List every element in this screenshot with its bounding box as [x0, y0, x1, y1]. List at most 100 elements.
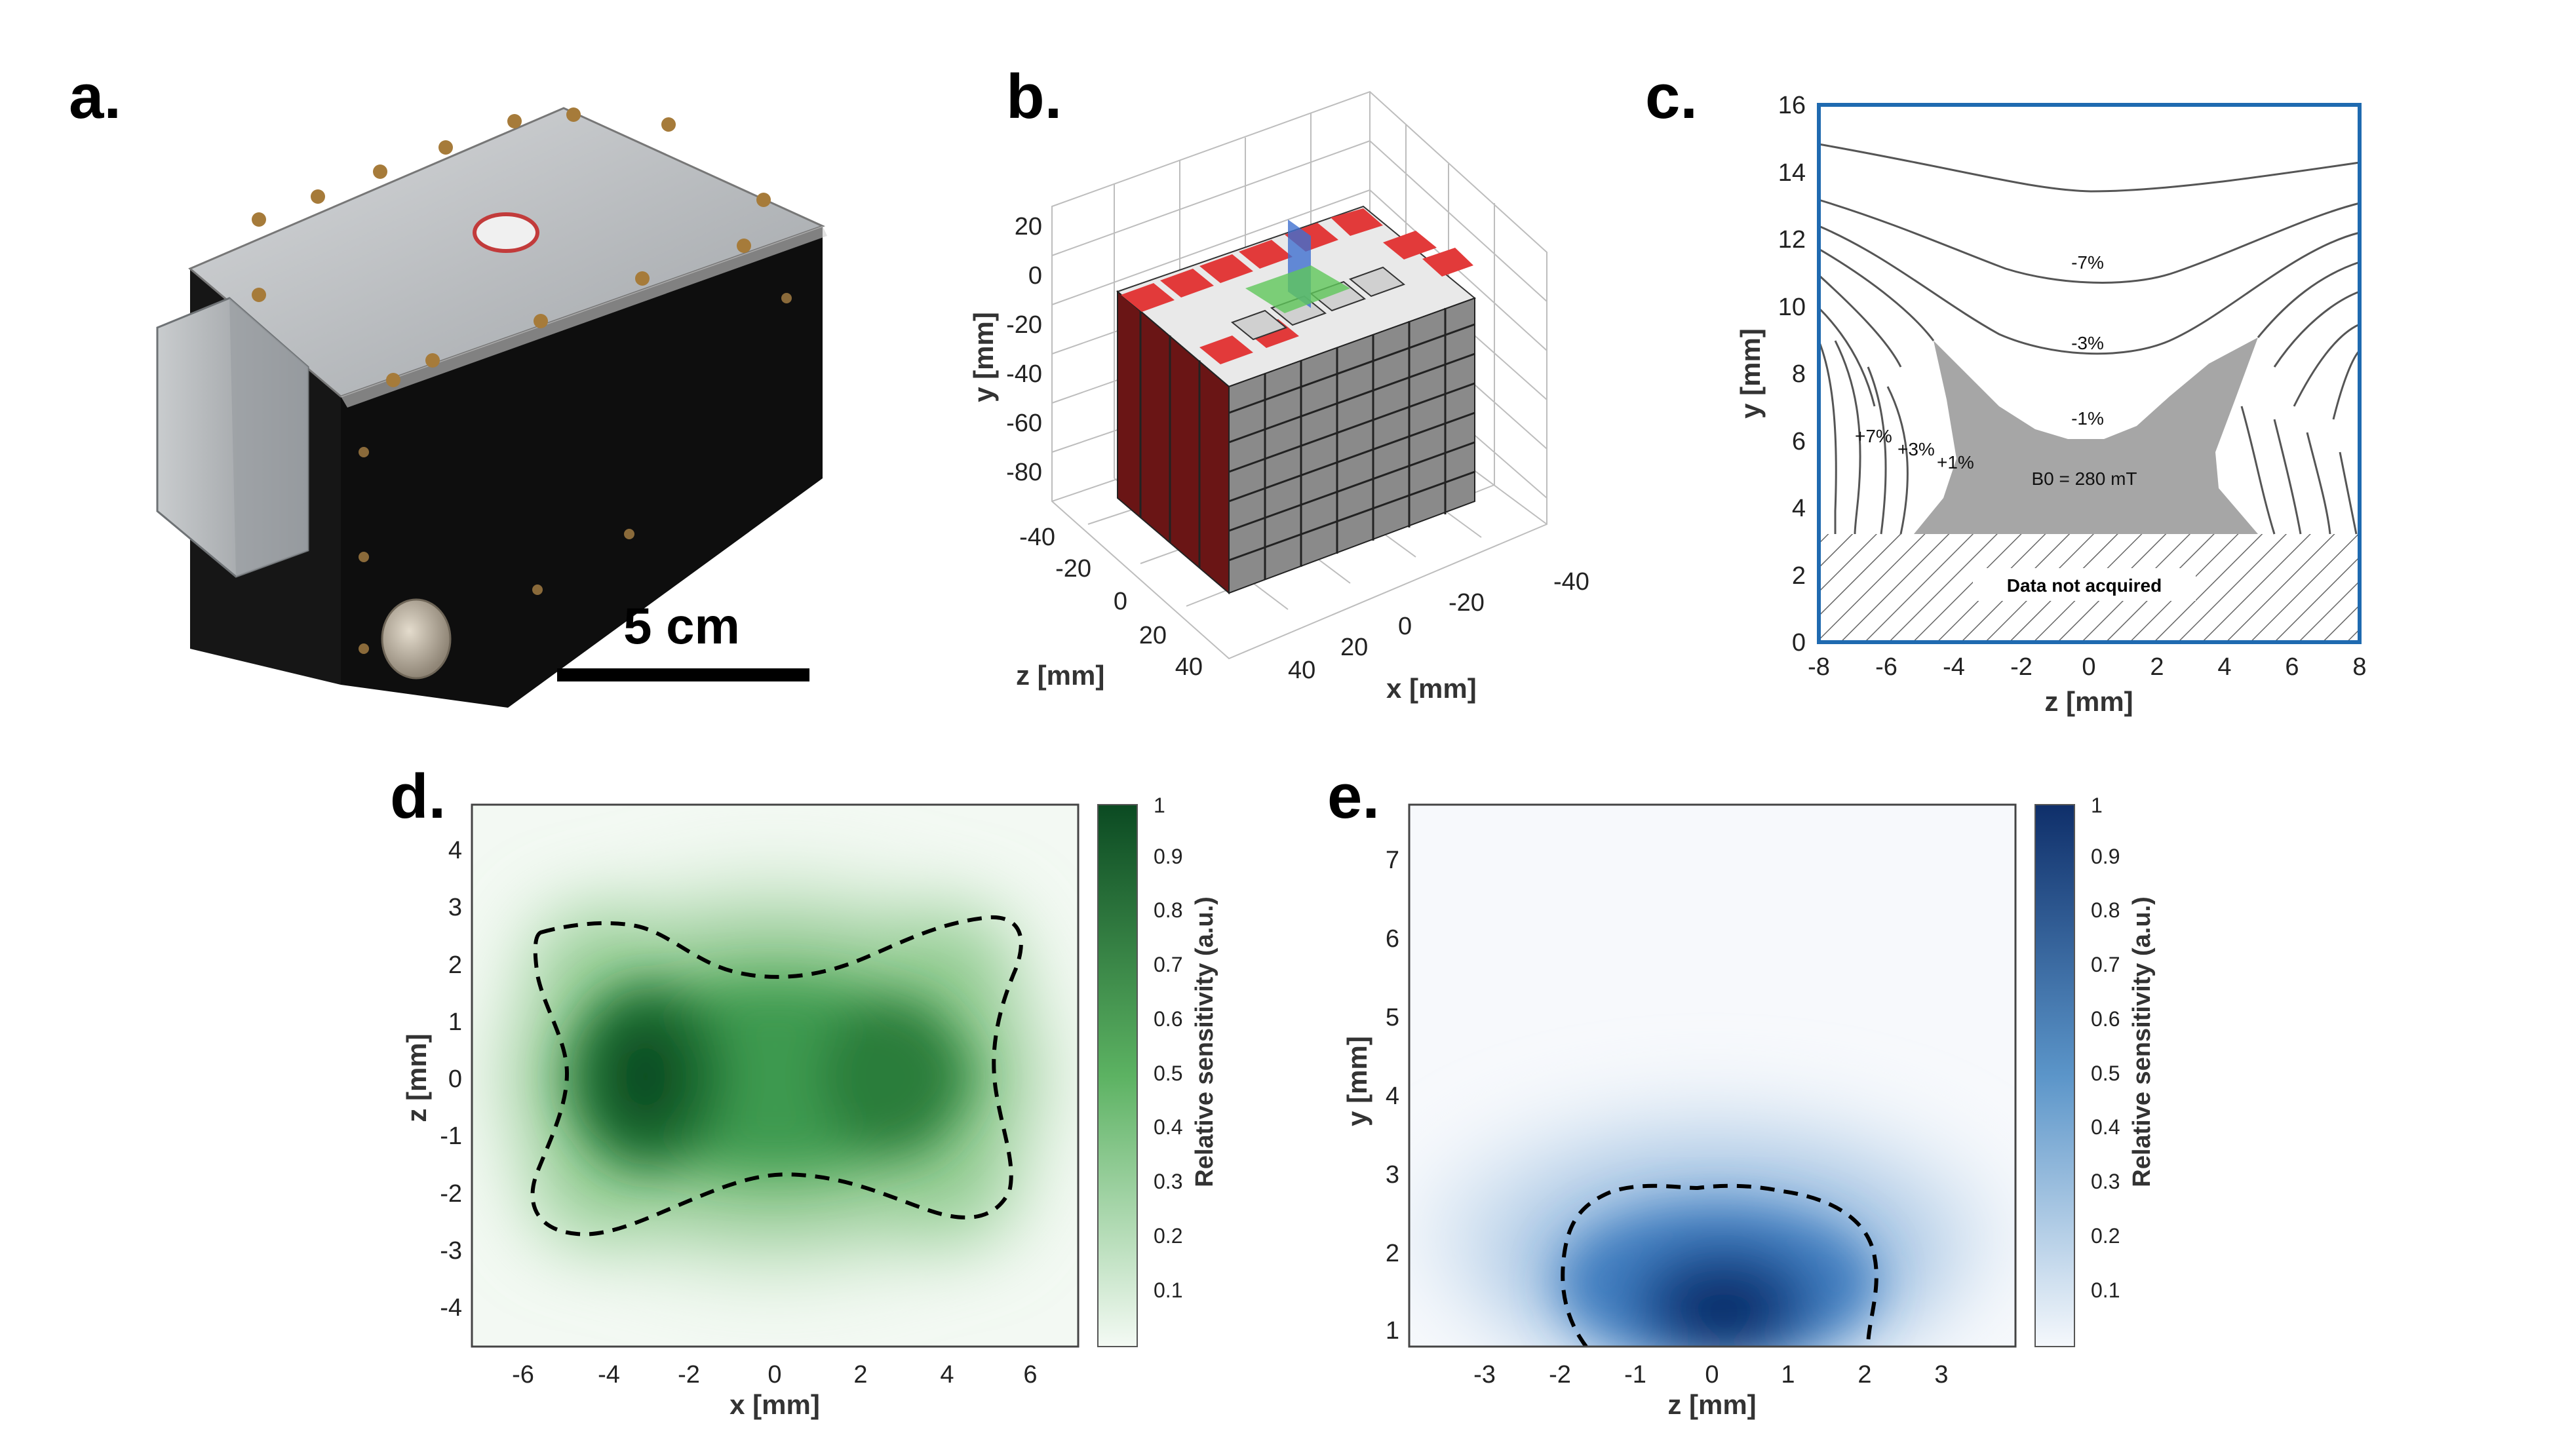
e-y-tick: 6: [1386, 925, 1399, 953]
b-y-tick: -40: [1006, 360, 1042, 388]
d-y-tick: -3: [440, 1237, 462, 1265]
c-y-tick: 6: [1792, 428, 1806, 455]
contour-label: -1%: [2071, 408, 2104, 429]
e-x-tick: 3: [1934, 1361, 1948, 1389]
c-y-tick: 8: [1792, 360, 1806, 388]
d-cbar-tick: 0.6: [1154, 1007, 1182, 1031]
d-cbar-tick: 0.9: [1154, 845, 1182, 868]
d-x-tick: 4: [940, 1361, 954, 1389]
panel-label-c: c.: [1645, 62, 1698, 132]
c-x-tick: 0: [2082, 653, 2095, 681]
homogeneous-region: [1914, 337, 2258, 534]
panel-d-y-ticks: 4 3 2 1 0 -1 -2 -3 -4: [440, 837, 462, 1322]
e-x-tick: 0: [1705, 1361, 1719, 1389]
scale-bar-label: 5 cm: [623, 597, 740, 655]
scale-bar: [557, 668, 809, 681]
panel-d: d. -6 -4 -2 0: [390, 761, 1218, 1420]
d-y-tick: 0: [448, 1065, 462, 1093]
contour-label: +3%: [1897, 439, 1935, 459]
d-x-label: x [mm]: [730, 1389, 820, 1420]
e-colorbar: [2034, 804, 2075, 1347]
e-y-tick: 2: [1386, 1240, 1399, 1267]
d-colorbar: [1097, 804, 1138, 1347]
e-cbar-tick: 0.4: [2091, 1115, 2120, 1139]
panel-b: b.: [968, 62, 1589, 704]
c-y-tick: 10: [1778, 294, 1806, 321]
e-y-tick: 3: [1386, 1161, 1399, 1189]
e-colorbar-ticks: 1 0.9 0.8 0.7 0.6 0.5 0.4 0.3 0.2 0.1: [2091, 794, 2120, 1302]
e-x-tick: -3: [1473, 1361, 1496, 1389]
c-x-tick: 2: [2150, 653, 2164, 681]
magnet-array: [1116, 205, 1476, 595]
b-z-tick: 40: [1175, 653, 1203, 681]
e-x-tick: -2: [1549, 1361, 1571, 1389]
panel-label-a: a.: [69, 62, 121, 132]
contour-label: +7%: [1855, 426, 1892, 446]
d-y-label: z [mm]: [401, 1033, 432, 1122]
e-x-tick: 1: [1781, 1361, 1795, 1389]
c-x-tick: -6: [1875, 653, 1897, 681]
d-cbar-tick: 0.7: [1154, 953, 1182, 976]
panel-d-x-ticks: -6 -4 -2 0 2 4 6: [512, 1361, 1037, 1389]
panel-e-y-ticks: 7 6 5 4 3 2 1: [1386, 847, 1399, 1345]
b-x-tick: -20: [1449, 589, 1485, 617]
c-x-tick: -8: [1808, 653, 1830, 681]
contour-lines: [1818, 143, 2361, 535]
d-cbar-tick: 0.1: [1154, 1278, 1182, 1302]
d-x-tick: 2: [853, 1361, 867, 1389]
e-frame: [1408, 803, 2017, 1348]
d-x-tick: 6: [1023, 1361, 1037, 1389]
c-x-tick: 4: [2217, 653, 2231, 681]
c-y-tick: 14: [1778, 159, 1806, 187]
panel-b-z-ticks: -40 -20 0 20 40: [1019, 524, 1203, 681]
d-cbar-tick: 0.5: [1154, 1062, 1182, 1085]
contour-label: +1%: [1937, 452, 1974, 472]
d-y-tick: 3: [448, 894, 462, 921]
d-y-tick: -4: [440, 1294, 462, 1322]
e-cbar-tick: 0.3: [2091, 1170, 2120, 1193]
magnet-photo: [156, 107, 827, 708]
e-colorbar-label: Relative sensitivity (a.u.): [2128, 896, 2156, 1187]
d-x-tick: -6: [512, 1361, 534, 1389]
d-x-tick: -2: [678, 1361, 700, 1389]
c-y-tick: 12: [1778, 226, 1806, 254]
d-y-tick: -2: [440, 1180, 462, 1208]
d-y-tick: 4: [448, 837, 462, 864]
d-x-tick: 0: [768, 1361, 781, 1389]
c-y-tick: 16: [1778, 92, 1806, 119]
e-cbar-tick: 0.9: [2091, 845, 2120, 868]
e-cbar-tick: 0.7: [2091, 953, 2120, 976]
b-x-tick: -40: [1553, 568, 1589, 596]
b-y-tick: -80: [1006, 459, 1042, 486]
d-cbar-tick: 0.8: [1154, 898, 1182, 922]
d-cbar-tick: 0.2: [1154, 1224, 1182, 1248]
panel-c-frame: [1817, 103, 2362, 644]
d-colorbar-label: Relative sensitivity (a.u.): [1191, 896, 1218, 1187]
c-x-tick: 6: [2285, 653, 2299, 681]
e-x-tick: -1: [1624, 1361, 1646, 1389]
b-y-tick: -20: [1006, 311, 1042, 339]
panel-a: a.: [69, 62, 827, 708]
c-y-tick: 2: [1792, 562, 1806, 590]
e-x-tick: 2: [1858, 1361, 1871, 1389]
panel-b-y-ticks: 20 0 -20 -40 -60 -80: [1006, 213, 1042, 486]
c-x-tick: 8: [2352, 653, 2366, 681]
panel-label-e: e.: [1327, 761, 1380, 832]
b-x-tick: 0: [1398, 613, 1412, 640]
panel-e-x-ticks: -3 -2 -1 0 1 2 3: [1473, 1361, 1948, 1389]
d-cbar-tick: 0.4: [1154, 1115, 1182, 1139]
e-cbar-tick: 1: [2091, 794, 2103, 817]
c-y-tick: 4: [1792, 495, 1806, 522]
hatch-label-box: [1973, 568, 2196, 601]
c-x-tick: -4: [1943, 653, 1965, 681]
b-x-tick: 40: [1288, 657, 1315, 684]
contour-label: -7%: [2071, 252, 2104, 273]
d-x-tick: -4: [598, 1361, 620, 1389]
panel-c-x-ticks: -8 -6 -4 -2 0 2 4 6 8: [1808, 653, 2366, 681]
e-y-tick: 4: [1386, 1082, 1399, 1110]
b-z-tick: -20: [1055, 555, 1091, 583]
e-cbar-tick: 0.6: [2091, 1007, 2120, 1031]
field-label: B0 = 280 mT: [2031, 469, 2137, 489]
b-y-tick: 0: [1028, 262, 1042, 290]
